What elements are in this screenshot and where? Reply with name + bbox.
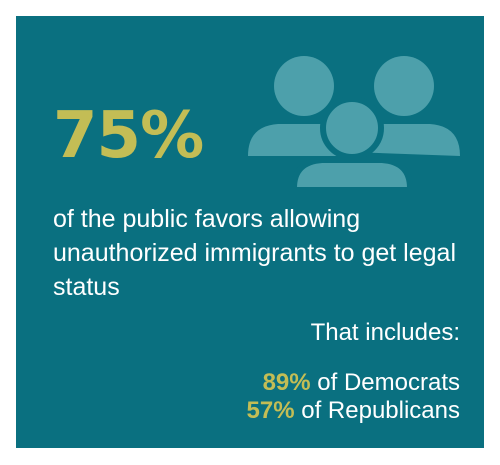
people-group-icon	[248, 56, 460, 190]
includes-label: That includes:	[310, 319, 460, 346]
headline-stat: 75%	[53, 99, 204, 173]
republicans-label: of Republicans	[294, 397, 460, 424]
democrats-label: of Democrats	[310, 369, 460, 396]
headline-text: of the public favors allowing unauthoriz…	[53, 205, 457, 301]
infographic-card: 75% of the public favors allowing unauth…	[16, 16, 484, 448]
republicans-percent: 57%	[246, 397, 295, 424]
party-breakdown: 89% of Democrats 57% of Republicans	[247, 369, 460, 425]
democrats-percent: 89%	[262, 369, 311, 396]
breakdown-row-republicans: 57% of Republicans	[247, 397, 460, 425]
breakdown-row-democrats: 89% of Democrats	[247, 369, 460, 397]
